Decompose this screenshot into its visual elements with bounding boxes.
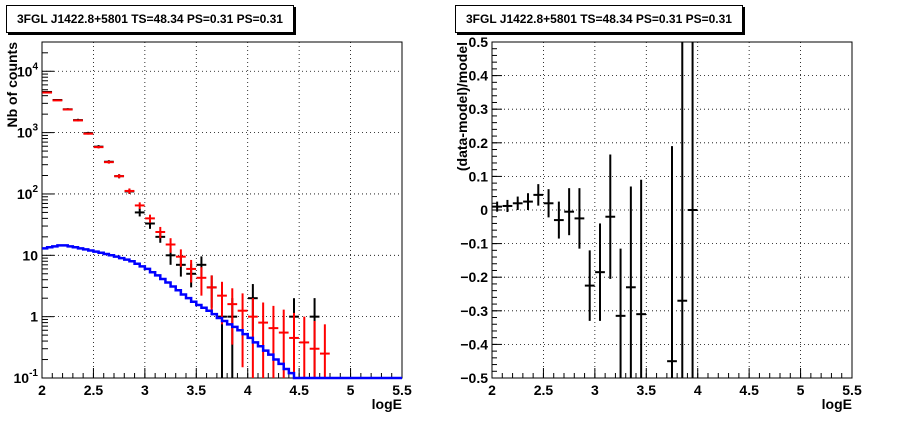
x-tick-label: 3	[591, 382, 599, 398]
y-tick-label: 0.3	[469, 101, 489, 117]
right-chart-title: 3FGL J1422.8+5801 TS=48.34 PS=0.31 PS=0.…	[455, 5, 743, 33]
x-tick-label: 5	[347, 382, 355, 398]
x-tick-label: 2.5	[534, 382, 554, 398]
x-axis-label: logE	[822, 396, 852, 412]
x-tick-label: 3.5	[637, 382, 657, 398]
y-tick-label: 0.4	[469, 68, 489, 84]
y-tick-label: 0.2	[469, 135, 489, 151]
x-tick-label: 4	[244, 382, 252, 398]
y-tick-label: 102	[17, 184, 39, 202]
y-tick-label: 0	[480, 202, 488, 218]
y-tick-label: 0.5	[469, 34, 489, 50]
x-tick-label: 4.5	[289, 382, 309, 398]
y-axis-label: (data-model)/model	[454, 42, 470, 171]
left-chart-title: 3FGL J1422.8+5801 TS=48.34 PS=0.31 PS=0.…	[6, 5, 294, 33]
y-tick-label: −0.4	[460, 336, 488, 352]
x-tick-label: 4	[694, 382, 702, 398]
y-axis-label: Nb of counts	[4, 42, 20, 128]
y-tick-label: −0.5	[460, 370, 488, 386]
y-tick-label: −0.3	[460, 303, 488, 319]
x-tick-label: 2	[488, 382, 496, 398]
x-tick-label: 5.5	[392, 382, 412, 398]
model-step-line	[42, 244, 402, 380]
y-tick-label: 10	[22, 247, 38, 263]
x-tick-label: 3	[141, 382, 149, 398]
y-tick-label: −0.2	[460, 269, 488, 285]
x-tick-label: 2	[38, 382, 46, 398]
x-tick-label: 4.5	[739, 382, 759, 398]
y-tick-label: 1	[30, 309, 38, 325]
x-tick-label: 3.5	[187, 382, 207, 398]
y-tick-label: 103	[17, 123, 39, 141]
y-tick-label: 0.1	[469, 168, 489, 184]
y-tick-label: −0.1	[460, 236, 488, 252]
y-tick-label: 104	[17, 61, 39, 79]
x-tick-label: 5	[797, 382, 805, 398]
y-tick-label: 10-1	[14, 368, 39, 386]
x-tick-label: 5.5	[842, 382, 862, 398]
x-axis-label: logE	[372, 396, 402, 412]
x-tick-label: 2.5	[84, 382, 104, 398]
